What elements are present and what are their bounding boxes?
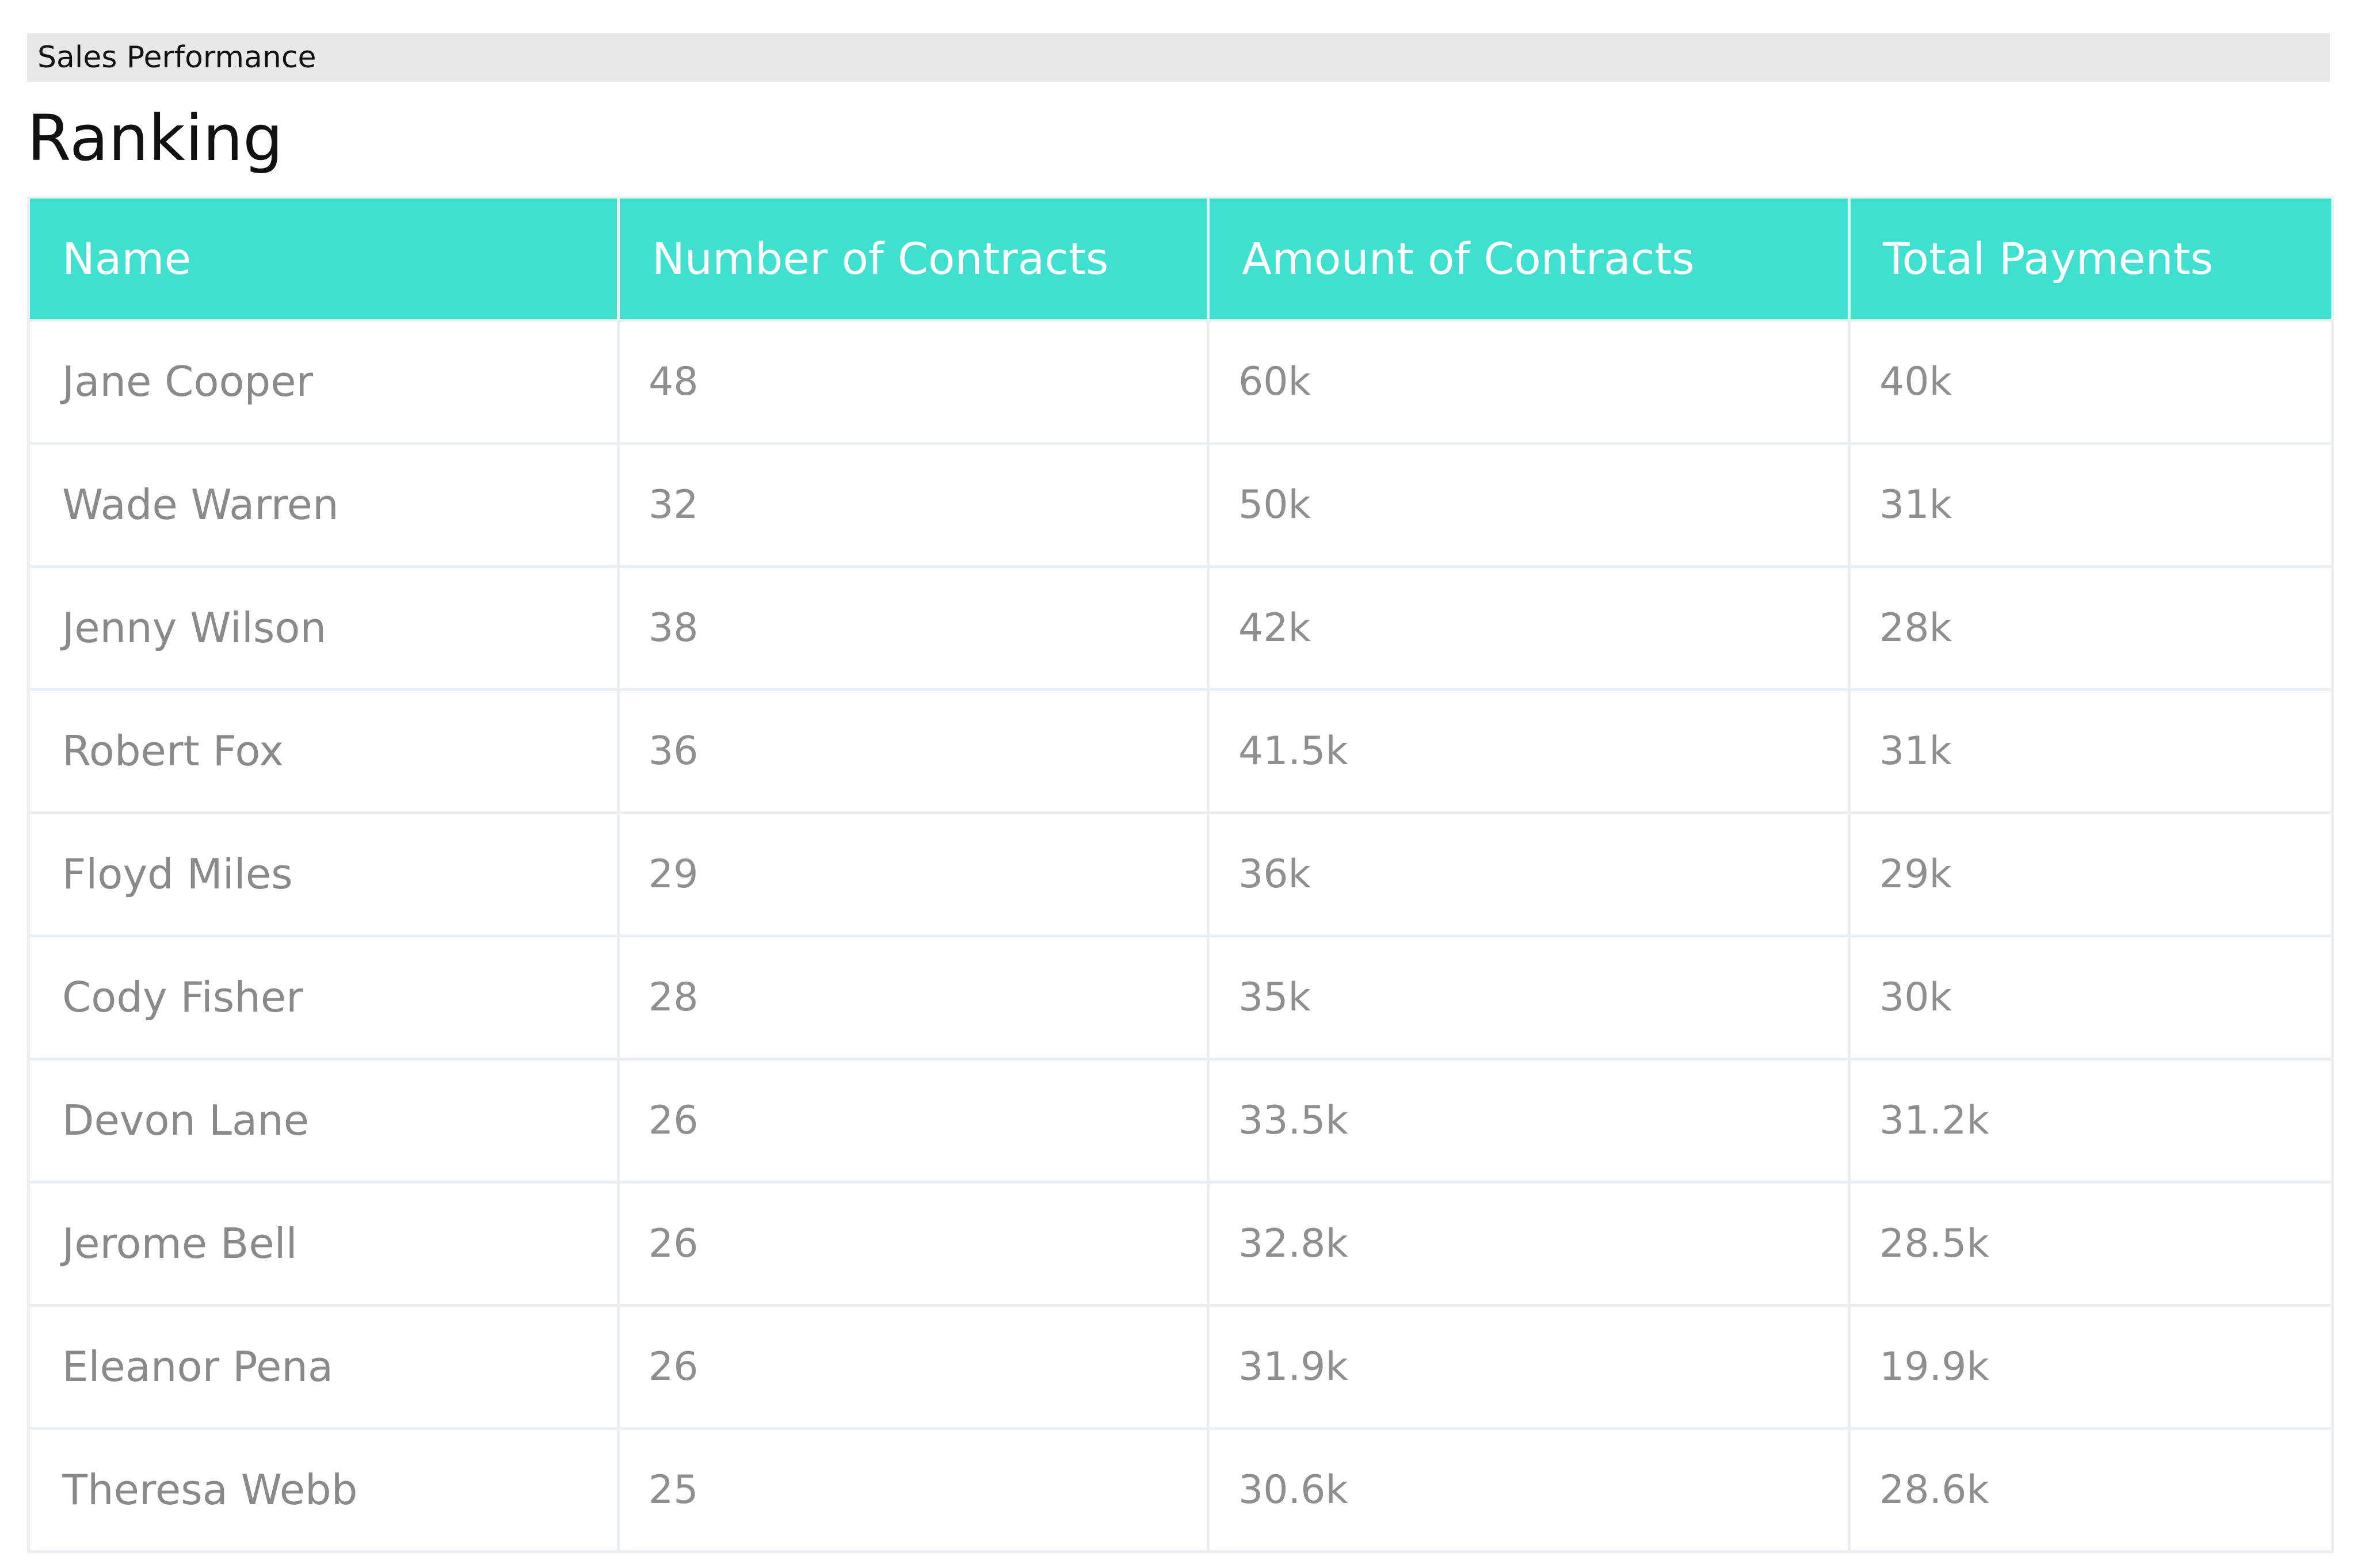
cell-name: Jenny Wilson	[27, 564, 620, 691]
cell-total-payments: 30k	[1848, 934, 2334, 1060]
cell-amount-of-contracts: 32.8k	[1207, 1180, 1851, 1307]
cell-amount-of-contracts: 35k	[1207, 934, 1851, 1060]
cell-total-payments: 40k	[1848, 318, 2334, 445]
cell-name: Robert Fox	[27, 688, 620, 814]
cell-amount-of-contracts: 36k	[1207, 811, 1851, 937]
cell-total-payments: 31k	[1848, 441, 2334, 568]
cell-total-payments: 19.9k	[1848, 1303, 2334, 1430]
cell-total-payments: 31.2k	[1848, 1057, 2334, 1184]
ranking-table-container: Name Number of Contracts Amount of Contr…	[27, 196, 2334, 1553]
cell-number-of-contracts: 28	[617, 934, 1210, 1060]
cell-number-of-contracts: 36	[617, 688, 1210, 814]
cell-total-payments: 29k	[1848, 811, 2334, 937]
table-row[interactable]: Robert Fox 36 41.5k 31k	[27, 688, 2334, 814]
cell-name: Floyd Miles	[27, 811, 620, 937]
cell-amount-of-contracts: 30.6k	[1207, 1426, 1851, 1553]
column-header-total-payments[interactable]: Total Payments	[1848, 196, 2334, 320]
cell-name: Wade Warren	[27, 441, 620, 568]
column-header-name[interactable]: Name	[27, 196, 620, 320]
table-header-row: Name Number of Contracts Amount of Contr…	[27, 196, 2334, 320]
cell-total-payments: 28k	[1848, 564, 2334, 691]
app-title: Sales Performance	[37, 40, 316, 75]
table-body: Jane Cooper 48 60k 40k Wade Warren 32 50k 31k Je…	[27, 318, 2334, 1553]
cell-name: Cody Fisher	[27, 934, 620, 1060]
cell-amount-of-contracts: 33.5k	[1207, 1057, 1851, 1184]
cell-amount-of-contracts: 50k	[1207, 441, 1851, 568]
table-row[interactable]: Cody Fisher 28 35k 30k	[27, 934, 2334, 1060]
table-row[interactable]: Theresa Webb 25 30.6k 28.6k	[27, 1426, 2334, 1553]
cell-number-of-contracts: 26	[617, 1180, 1210, 1307]
cell-number-of-contracts: 26	[617, 1303, 1210, 1430]
table-row[interactable]: Wade Warren 32 50k 31k	[27, 441, 2334, 568]
table-row[interactable]: Jenny Wilson 38 42k 28k	[27, 564, 2334, 691]
table-row[interactable]: Jane Cooper 48 60k 40k	[27, 318, 2334, 445]
page-title: Ranking	[27, 101, 283, 175]
cell-total-payments: 31k	[1848, 688, 2334, 814]
cell-name: Jane Cooper	[27, 318, 620, 445]
table-row[interactable]: Eleanor Pena 26 31.9k 19.9k	[27, 1303, 2334, 1430]
column-header-number-of-contracts[interactable]: Number of Contracts	[617, 196, 1210, 320]
cell-number-of-contracts: 38	[617, 564, 1210, 691]
cell-number-of-contracts: 26	[617, 1057, 1210, 1184]
cell-number-of-contracts: 48	[617, 318, 1210, 445]
cell-number-of-contracts: 32	[617, 441, 1210, 568]
ranking-table: Name Number of Contracts Amount of Contr…	[27, 196, 2334, 1553]
column-header-amount-of-contracts[interactable]: Amount of Contracts	[1207, 196, 1851, 320]
cell-total-payments: 28.5k	[1848, 1180, 2334, 1307]
table-row[interactable]: Floyd Miles 29 36k 29k	[27, 811, 2334, 937]
cell-name: Devon Lane	[27, 1057, 620, 1184]
cell-name: Theresa Webb	[27, 1426, 620, 1553]
cell-amount-of-contracts: 31.9k	[1207, 1303, 1851, 1430]
table-header: Name Number of Contracts Amount of Contr…	[27, 196, 2334, 320]
cell-number-of-contracts: 25	[617, 1426, 1210, 1553]
cell-name: Jerome Bell	[27, 1180, 620, 1307]
table-row[interactable]: Devon Lane 26 33.5k 31.2k	[27, 1057, 2334, 1184]
cell-amount-of-contracts: 41.5k	[1207, 688, 1851, 814]
app-title-bar: Sales Performance	[27, 33, 2330, 82]
cell-total-payments: 28.6k	[1848, 1426, 2334, 1553]
cell-amount-of-contracts: 60k	[1207, 318, 1851, 445]
cell-number-of-contracts: 29	[617, 811, 1210, 937]
cell-name: Eleanor Pena	[27, 1303, 620, 1430]
cell-amount-of-contracts: 42k	[1207, 564, 1851, 691]
table-row[interactable]: Jerome Bell 26 32.8k 28.5k	[27, 1180, 2334, 1307]
